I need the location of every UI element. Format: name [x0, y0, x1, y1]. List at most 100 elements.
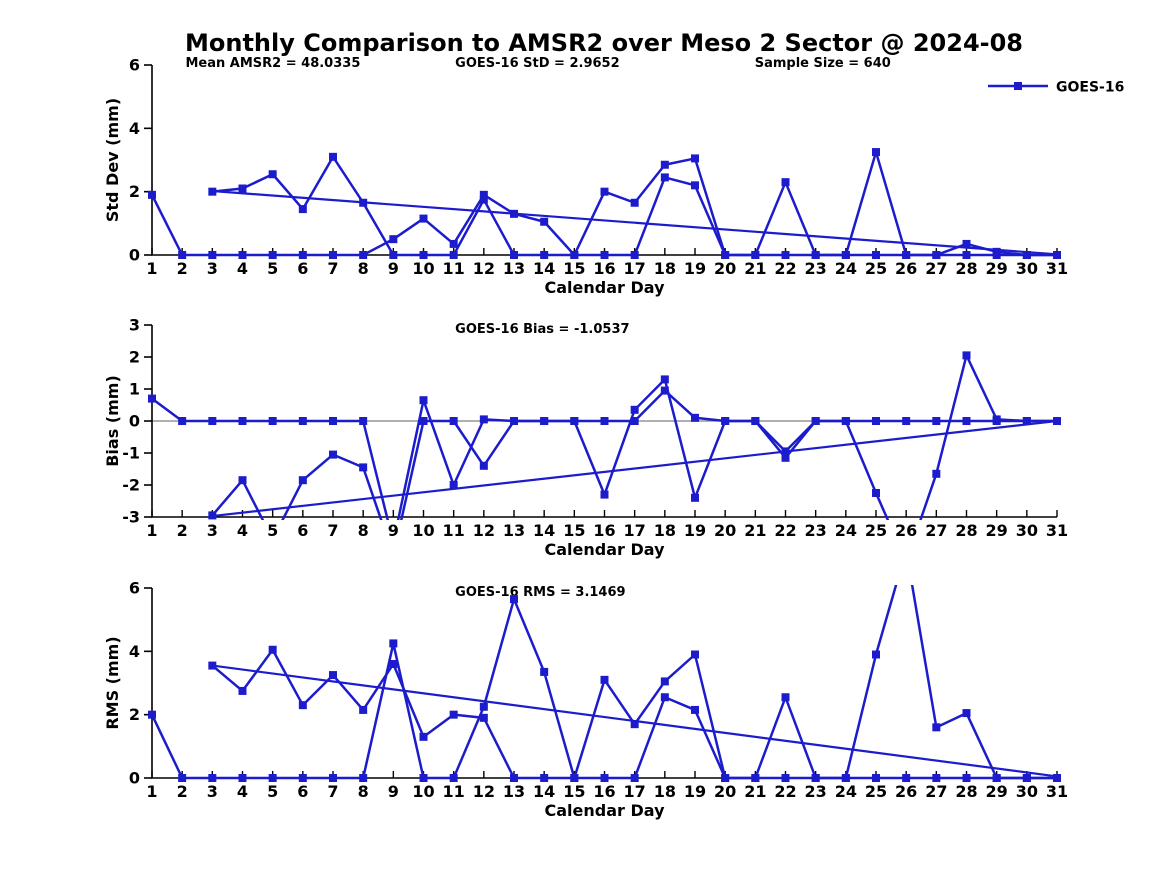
y-tick-label: 4 [129, 119, 140, 138]
x-tick-label: 12 [473, 259, 495, 278]
data-marker [479, 190, 488, 199]
x-tick-label: 5 [267, 782, 278, 801]
x-axis-label: Calendar Day [545, 540, 666, 559]
data-marker [510, 251, 518, 259]
x-tick-label: 22 [774, 521, 796, 540]
x-tick-label: 24 [835, 259, 857, 278]
x-tick-label: 31 [1046, 521, 1068, 540]
data-marker [329, 417, 337, 425]
data-marker [781, 453, 790, 462]
x-tick-label: 7 [327, 521, 338, 540]
data-marker [691, 493, 699, 502]
data-marker [962, 251, 971, 259]
data-marker [721, 774, 730, 782]
data-marker [751, 251, 760, 259]
data-marker [329, 671, 337, 680]
data-marker [238, 251, 247, 259]
data-marker [238, 476, 247, 485]
data-marker [268, 774, 277, 782]
data-marker [449, 417, 458, 425]
x-tick-label: 6 [297, 521, 308, 540]
x-tick-label: 9 [388, 259, 399, 278]
data-marker [449, 239, 458, 248]
x-tick-label: 17 [624, 521, 646, 540]
data-marker [419, 732, 428, 741]
data-marker [238, 774, 247, 782]
x-tick-label: 3 [207, 782, 218, 801]
x-tick-label: 23 [805, 521, 827, 540]
x-tick-label: 3 [207, 259, 218, 278]
data-marker [902, 251, 911, 259]
data-marker [570, 774, 579, 782]
data-marker [208, 661, 217, 670]
x-tick-label: 30 [1016, 521, 1038, 540]
data-marker [389, 660, 398, 668]
data-marker [208, 774, 217, 782]
data-marker [872, 489, 880, 497]
chart-title: Monthly Comparison to AMSR2 over Meso 2 … [185, 29, 1023, 57]
legend-label: GOES-16 [1056, 80, 1124, 96]
data-marker [811, 774, 820, 782]
x-tick-label: 16 [593, 521, 615, 540]
data-marker [1053, 774, 1061, 782]
x-tick-label: 29 [986, 521, 1008, 540]
stat-annotation: Mean AMSR2 = 48.0335 [185, 56, 360, 71]
series-line-1 [151, 150, 1057, 257]
data-marker [359, 463, 368, 472]
x-tick-label: 1 [146, 782, 157, 801]
data-marker [479, 195, 488, 204]
x-tick-label: 14 [533, 259, 555, 278]
data-marker [691, 413, 699, 422]
data-marker [751, 774, 760, 782]
data-marker [1022, 774, 1031, 782]
data-marker [238, 184, 247, 193]
x-tick-label: 15 [563, 259, 585, 278]
x-tick-label: 8 [358, 782, 369, 801]
data-marker [148, 394, 156, 403]
x-tick-label: 7 [327, 259, 338, 278]
data-marker [630, 417, 639, 425]
data-marker [1022, 417, 1031, 425]
data-marker [992, 774, 1001, 782]
stat-annotation: GOES-16 RMS = 3.1469 [455, 585, 625, 600]
x-tick-label: 15 [563, 521, 585, 540]
x-tick-label: 19 [684, 782, 706, 801]
plot-lines [151, 150, 1058, 257]
legend-marker [1014, 82, 1022, 90]
x-tick-label: 6 [297, 782, 308, 801]
y-tick-label: 0 [129, 246, 140, 265]
x-tick-label: 27 [925, 521, 947, 540]
data-marker [329, 774, 337, 782]
x-tick-label: 25 [865, 782, 887, 801]
x-tick-label: 26 [895, 259, 917, 278]
y-tick-label: 4 [129, 642, 140, 661]
x-tick-label: 13 [503, 782, 525, 801]
x-tick-label: 28 [955, 782, 977, 801]
x-tick-label: 27 [925, 782, 947, 801]
series-markers-2 [208, 152, 1061, 259]
x-tick-label: 23 [805, 259, 827, 278]
data-marker [570, 251, 579, 259]
x-axis-label: Calendar Day [545, 801, 666, 820]
series-markers-1 [148, 351, 1061, 502]
data-marker [630, 198, 639, 207]
x-tick-label: 15 [563, 782, 585, 801]
x-tick-label: 27 [925, 259, 947, 278]
x-tick-label: 9 [388, 782, 399, 801]
x-tick-label: 20 [714, 521, 736, 540]
stat-annotation: GOES-16 StD = 2.9652 [455, 56, 619, 71]
series-markers-2 [208, 645, 1061, 782]
x-tick-label: 10 [412, 521, 434, 540]
x-tick-label: 23 [805, 782, 827, 801]
x-tick-label: 4 [237, 521, 248, 540]
data-marker [1022, 251, 1031, 259]
data-marker [992, 251, 1001, 259]
series-markers-1 [148, 595, 1061, 782]
data-marker [600, 774, 609, 782]
data-marker [419, 251, 428, 259]
data-marker [691, 705, 699, 714]
data-marker [691, 154, 699, 163]
data-marker [811, 251, 820, 259]
series-markers-2 [208, 386, 1061, 520]
